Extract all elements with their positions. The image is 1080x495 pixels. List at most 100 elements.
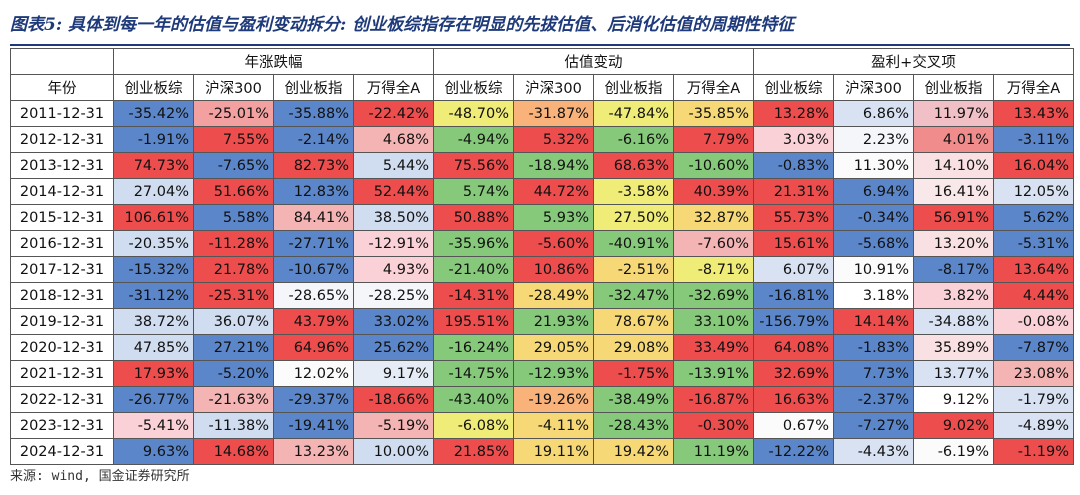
value-cell: 25.62% [353,334,434,361]
table-row: 2018-12-31 -31.12% -25.31% -28.65% -28.25% -1… [10,282,1074,309]
column-header: 创业板指 [913,74,994,101]
value-cell: 4.93% [353,256,434,283]
value-cell: 2.23% [833,126,914,153]
row-date-cell: 2019-12-31 [10,308,114,335]
value-cell: -28.49% [513,282,594,309]
value-cell: -0.34% [833,204,914,231]
value-cell: -29.37% [273,386,354,413]
value-cell: -28.43% [593,412,674,439]
value-cell: -5.20% [193,360,274,387]
value-cell: 5.62% [993,204,1074,231]
value-cell: 32.87% [673,204,754,231]
value-cell: 4.01% [913,126,994,153]
value-cell: -21.40% [433,256,514,283]
value-cell: -21.63% [193,386,274,413]
value-cell: 12.83% [273,178,354,205]
value-cell: 12.05% [993,178,1074,205]
value-cell: -47.84% [593,100,674,127]
value-cell: -18.94% [513,152,594,179]
column-header: 万得全A [993,74,1074,101]
value-cell: -5.31% [993,230,1074,257]
value-cell: 27.04% [113,178,194,205]
value-cell: 29.05% [513,334,594,361]
corner-cell [10,48,114,75]
row-date-cell: 2012-12-31 [10,126,114,153]
value-cell: -31.87% [513,100,594,127]
value-cell: -11.38% [193,412,274,439]
row-date-cell: 2016-12-31 [10,230,114,257]
value-cell: 195.51% [433,308,514,335]
value-cell: -31.12% [113,282,194,309]
value-cell: 9.63% [113,438,194,465]
value-cell: -0.08% [993,308,1074,335]
value-cell: -6.19% [913,438,994,465]
value-cell: 4.68% [353,126,434,153]
value-cell: 21.78% [193,256,274,283]
column-header: 万得全A [673,74,754,101]
value-cell: 64.08% [753,334,834,361]
value-cell: 82.73% [273,152,354,179]
value-cell: -35.88% [273,100,354,127]
value-cell: 6.94% [833,178,914,205]
value-cell: 21.31% [753,178,834,205]
value-cell: 9.02% [913,412,994,439]
value-cell: 13.77% [913,360,994,387]
value-cell: -8.71% [673,256,754,283]
value-cell: 43.79% [273,308,354,335]
value-cell: -1.75% [593,360,674,387]
value-cell: -35.42% [113,100,194,127]
value-cell: 16.04% [993,152,1074,179]
column-header: 创业板综 [753,74,834,101]
value-cell: 19.42% [593,438,674,465]
column-header: 沪深300 [833,74,914,101]
value-cell: 0.67% [753,412,834,439]
value-cell: 38.50% [353,204,434,231]
title-underline [10,44,1070,46]
value-cell: 13.23% [273,438,354,465]
data-table: 年涨跌幅 估值变动 盈利+交叉项 年份 创业板综 沪深300 创业板指 万得全A… [10,48,1074,465]
value-cell: -1.83% [833,334,914,361]
value-cell: 5.93% [513,204,594,231]
value-cell: -7.27% [833,412,914,439]
value-cell: 9.12% [913,386,994,413]
value-cell: 33.10% [673,308,754,335]
column-header: 万得全A [353,74,434,101]
value-cell: -40.91% [593,230,674,257]
table-row: 2016-12-31 -20.35% -11.28% -27.71% -12.91% -3… [10,230,1074,257]
value-cell: -12.22% [753,438,834,465]
value-cell: -35.85% [673,100,754,127]
column-header: 沪深300 [513,74,594,101]
column-header: 沪深300 [193,74,274,101]
value-cell: 14.68% [193,438,274,465]
value-cell: -2.14% [273,126,354,153]
group-header: 盈利+交叉项 [753,48,1074,75]
value-cell: -16.87% [673,386,754,413]
value-cell: -0.83% [753,152,834,179]
value-cell: -1.79% [993,386,1074,413]
value-cell: 75.56% [433,152,514,179]
value-cell: 19.11% [513,438,594,465]
row-date-cell: 2018-12-31 [10,282,114,309]
value-cell: 14.10% [913,152,994,179]
value-cell: -32.69% [673,282,754,309]
value-cell: 5.58% [193,204,274,231]
value-cell: -48.70% [433,100,514,127]
value-cell: -25.01% [193,100,274,127]
value-cell: -16.24% [433,334,514,361]
table-row: 2023-12-31 -5.41% -11.38% -19.41% -5.19% -6.0… [10,412,1074,439]
group-header: 估值变动 [433,48,754,75]
value-cell: 15.61% [753,230,834,257]
value-cell: -19.41% [273,412,354,439]
value-cell: 56.91% [913,204,994,231]
row-date-cell: 2023-12-31 [10,412,114,439]
value-cell: -25.31% [193,282,274,309]
row-date-cell: 2017-12-31 [10,256,114,283]
value-cell: 6.07% [753,256,834,283]
value-cell: 36.07% [193,308,274,335]
table-row: 2021-12-31 17.93% -5.20% 12.02% 9.17% -14.75%… [10,360,1074,387]
value-cell: 7.55% [193,126,274,153]
value-cell: -19.26% [513,386,594,413]
value-cell: 5.74% [433,178,514,205]
table-row: 2013-12-31 74.73% -7.65% 82.73% 5.44% 75.56% -… [10,152,1074,179]
table-row: 2024-12-31 9.63% 14.68% 13.23% 10.00% 21.85% 1… [10,438,1074,465]
